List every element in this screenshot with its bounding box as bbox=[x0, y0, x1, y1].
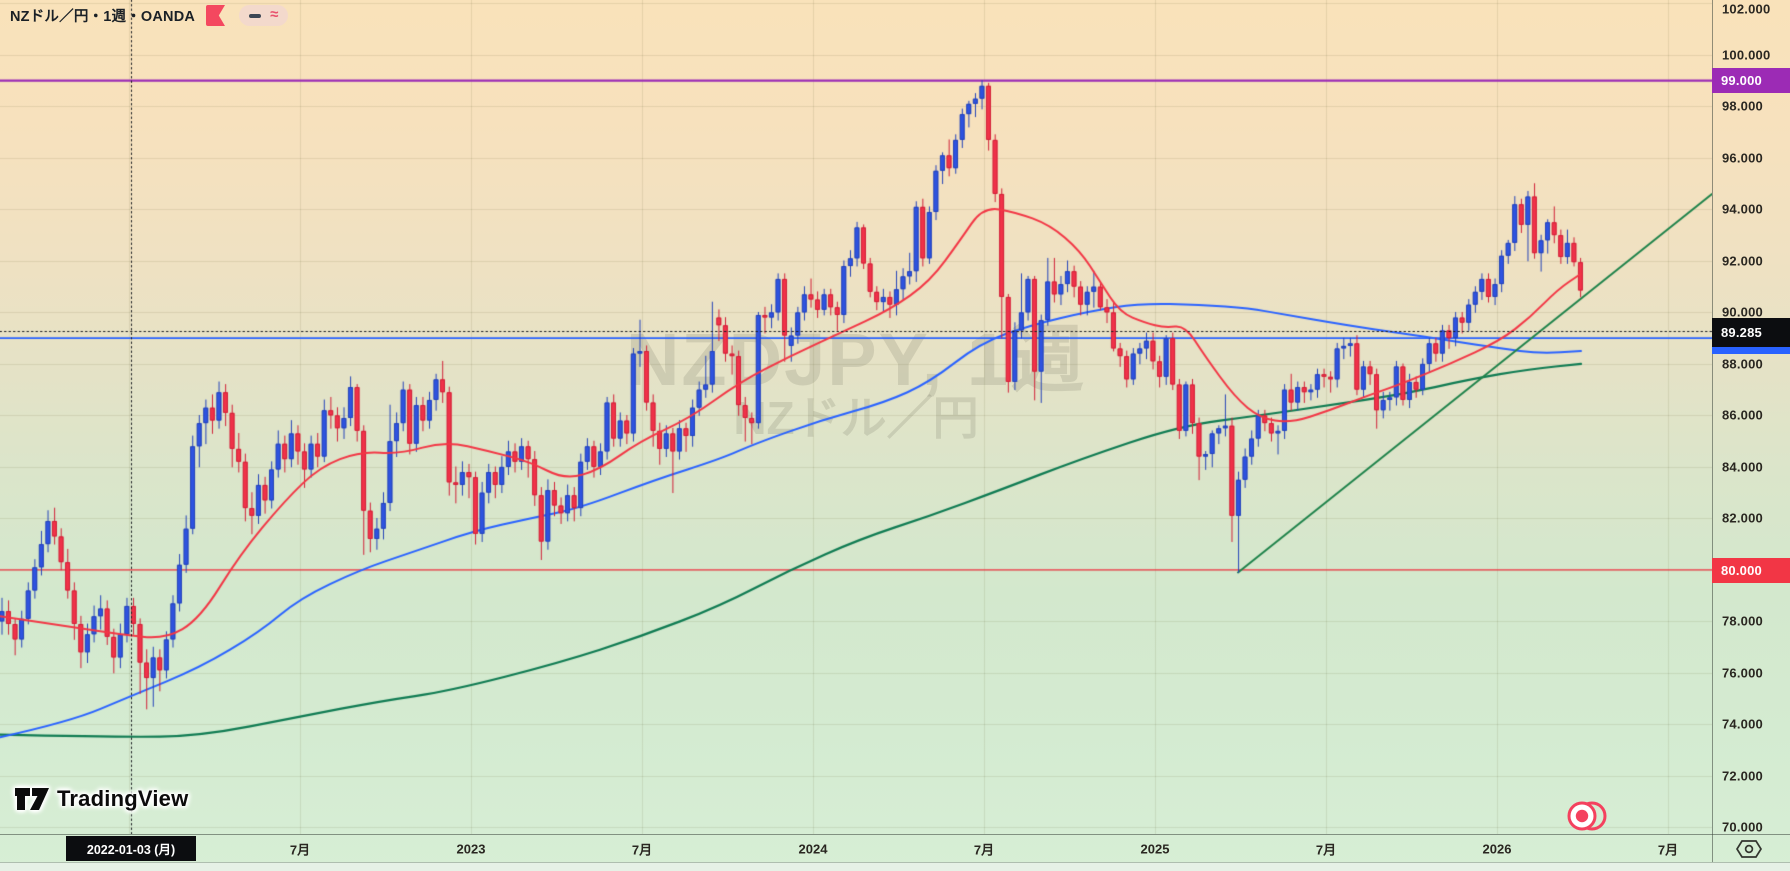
blue-line-price-badge bbox=[1712, 347, 1790, 354]
time-tick-label: 2026 bbox=[1482, 841, 1512, 857]
price-tick-label: 94.000 bbox=[1722, 201, 1763, 217]
time-tick-label: 7月 bbox=[973, 842, 995, 858]
approx-wave-icon[interactable]: ≈ bbox=[270, 6, 279, 23]
flag-icon[interactable] bbox=[206, 5, 226, 26]
time-tick-label: 7月 bbox=[1657, 842, 1679, 858]
price-tick-label: 100.000 bbox=[1722, 47, 1771, 63]
price-axis[interactable]: 102.000 100.000 98.000 96.000 94.000 92.000 90… bbox=[1712, 0, 1790, 862]
crosshair-date-badge: 2022-01-03 (月) bbox=[66, 836, 196, 861]
price-tick-label: 82.000 bbox=[1722, 510, 1763, 526]
tradingview-logo-text: TradingView bbox=[57, 786, 189, 811]
symbol-title[interactable]: NZドル／円・1週・OANDA bbox=[10, 9, 196, 25]
price-tick-label: 74.000 bbox=[1722, 716, 1763, 732]
time-tick-label: 7月 bbox=[289, 842, 311, 858]
time-tick-label: 2024 bbox=[798, 841, 828, 857]
price-tick-label: 88.000 bbox=[1722, 356, 1763, 372]
record-indicator-button[interactable] bbox=[1565, 799, 1611, 838]
price-tick-label: 98.000 bbox=[1722, 98, 1763, 114]
price-tick-label: 72.000 bbox=[1722, 768, 1763, 784]
settings-icon[interactable] bbox=[1735, 839, 1763, 864]
time-tick-label: 7月 bbox=[631, 842, 653, 858]
tradingview-logo[interactable]: TradingView bbox=[14, 785, 188, 813]
price-tick-label: 92.000 bbox=[1722, 253, 1763, 269]
minimize-dash-icon[interactable] bbox=[249, 13, 262, 18]
price-tick-label: 70.000 bbox=[1722, 819, 1763, 835]
price-tick-label: 86.000 bbox=[1722, 407, 1763, 423]
time-tick-label: 7月 bbox=[1315, 842, 1337, 858]
tradingview-logo-mark bbox=[15, 788, 49, 810]
price-tick-label: 90.000 bbox=[1722, 304, 1763, 320]
time-tick-label: 2023 bbox=[456, 841, 486, 857]
price-tick-label: 102.000 bbox=[1722, 1, 1771, 17]
price-tick-label: 96.000 bbox=[1722, 150, 1763, 166]
time-axis[interactable]: 7月 2023 7月 2024 7月 2025 7月 2026 7月 bbox=[0, 834, 1790, 863]
price-badge-80: 80.000 bbox=[1712, 558, 1790, 583]
time-tick-label: 2025 bbox=[1140, 841, 1170, 857]
legend-toolbar-pill[interactable]: ≈ bbox=[239, 5, 289, 26]
bottom-strip bbox=[0, 862, 1790, 871]
symbol-legend[interactable]: NZドル／円・1週・OANDA ≈ bbox=[10, 5, 289, 26]
crosshair-price-badge: 89.285 bbox=[1712, 318, 1790, 347]
price-badge-99: 99.000 bbox=[1712, 68, 1790, 93]
price-tick-label: 78.000 bbox=[1722, 613, 1763, 629]
price-chart-canvas[interactable] bbox=[0, 0, 1712, 834]
price-tick-label: 76.000 bbox=[1722, 665, 1763, 681]
price-tick-label: 84.000 bbox=[1722, 459, 1763, 475]
